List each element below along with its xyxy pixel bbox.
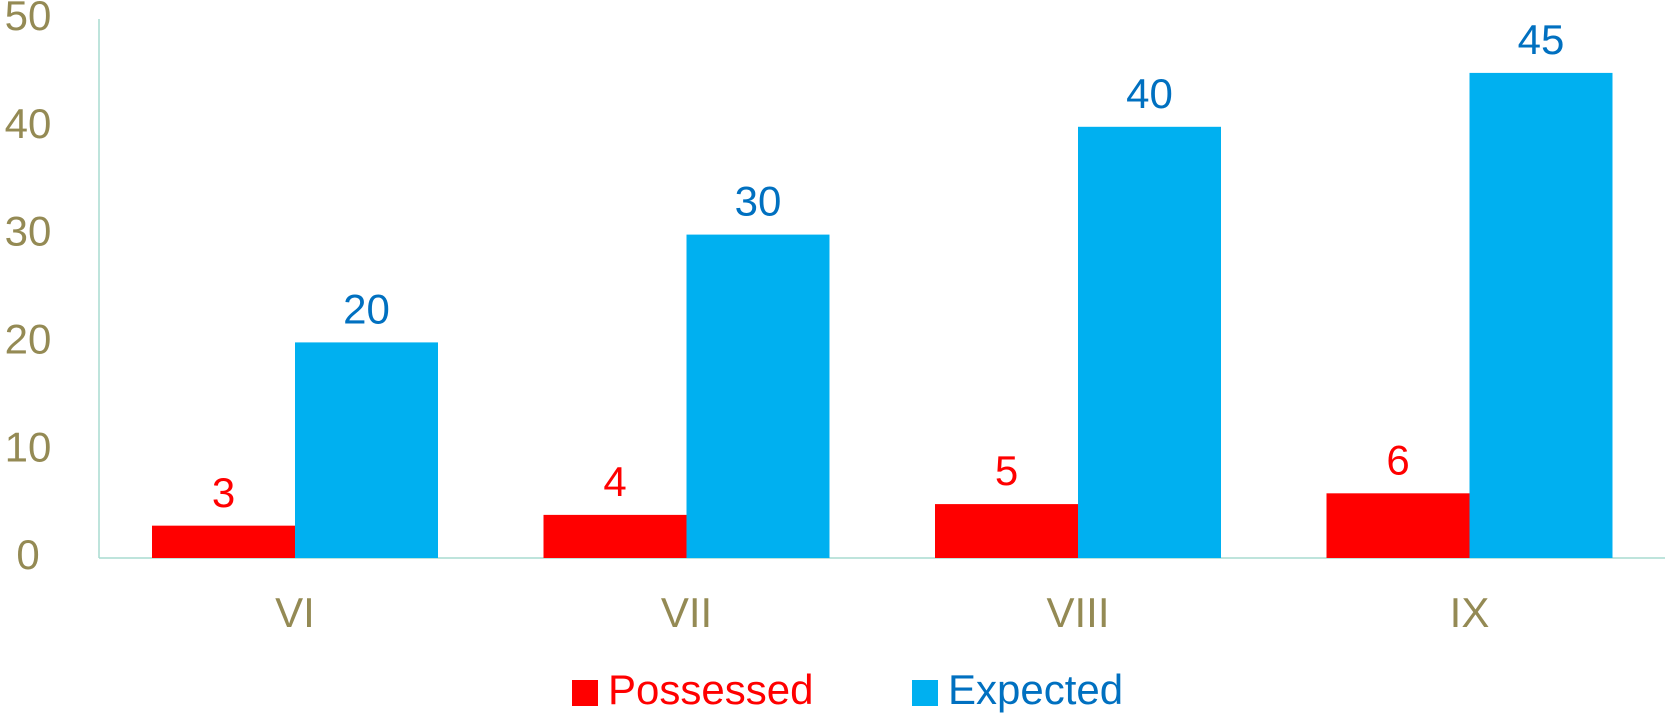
data-label: 20 [343,285,390,332]
data-label: 45 [1518,16,1565,63]
y-tick-label: 10 [5,423,52,470]
x-tick-label: IX [1450,589,1490,636]
y-tick-label: 40 [5,100,52,147]
y-tick-label: 30 [5,208,52,255]
y-tick-label: 20 [5,315,52,362]
legend-swatch [912,680,938,706]
bar [152,525,295,558]
bar [1326,493,1470,558]
data-label: 4 [603,458,626,505]
data-label: 5 [995,447,1018,494]
bar [543,514,687,558]
y-tick-label: 50 [5,0,52,39]
data-label: 30 [735,178,782,225]
x-tick-label: VIII [1046,589,1109,636]
data-label: 3 [212,469,235,516]
x-tick-label: VII [661,589,712,636]
legend-label: Possessed [608,666,813,713]
data-label: 40 [1126,70,1173,117]
x-tick-label: VI [275,589,315,636]
legend-label: Expected [948,666,1123,713]
bar [1078,126,1221,559]
bar [295,342,438,558]
bar [1469,72,1613,559]
legend-swatch [572,680,598,706]
bar [686,234,830,558]
data-label: 6 [1386,436,1409,483]
y-tick-label: 0 [16,531,39,578]
bar [935,504,1078,558]
